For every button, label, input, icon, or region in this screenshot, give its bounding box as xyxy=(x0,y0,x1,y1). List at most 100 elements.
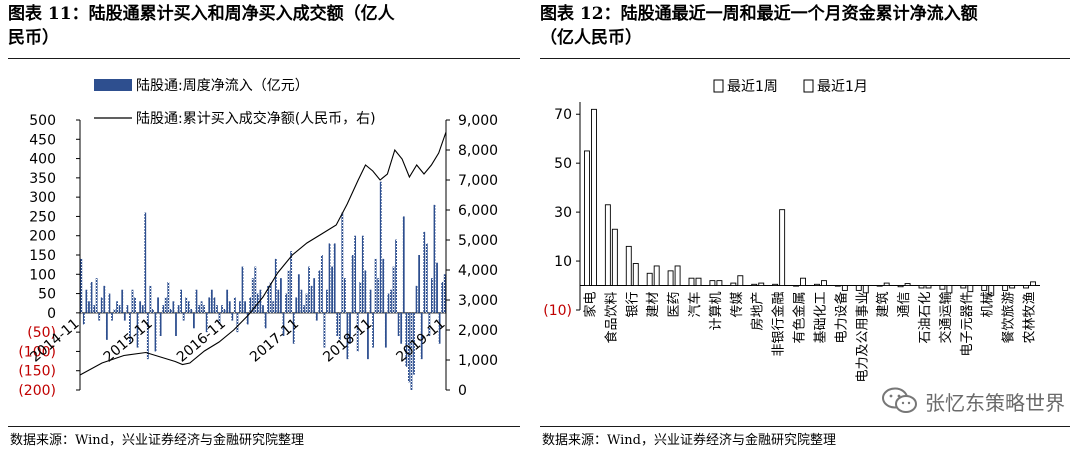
weekly-bar xyxy=(400,312,403,344)
right-chart-y-tick-label: 50 xyxy=(554,156,572,172)
right-source: 数据来源：Wind，兴业证券经济与金融研究院整理 xyxy=(542,433,836,448)
month-bar xyxy=(591,108,597,286)
weekly-bar xyxy=(116,301,119,313)
sector-label: 交通运输 xyxy=(938,292,954,344)
weekly-bar xyxy=(372,312,374,348)
left-y-tick-label: 250 xyxy=(29,209,56,225)
week-bar xyxy=(793,285,799,287)
right-y-tick-label: 2,000 xyxy=(458,323,498,339)
weekly-bar xyxy=(310,285,313,313)
weekly-bar xyxy=(374,258,377,313)
sector-label: 电力设备 xyxy=(833,292,849,344)
left-y-tick-label: (100) xyxy=(18,344,56,360)
weekly-bar xyxy=(88,301,90,313)
left-y-tick-label: 50 xyxy=(38,287,56,303)
left-y-tick-label: 450 xyxy=(29,132,56,148)
weekly-bar xyxy=(239,301,241,313)
wechat-icon xyxy=(882,387,917,413)
right-y-tick-label: 1,000 xyxy=(458,353,498,369)
weekly-bar xyxy=(167,282,170,313)
legend-swatch-month xyxy=(803,79,814,93)
weekly-bar xyxy=(154,312,157,352)
right-y-axis-ticks: 9,000 8,000 7,000 6,000 5,000 4,000 3,000 2,000… xyxy=(446,113,498,399)
weekly-bar xyxy=(300,289,303,313)
weekly-bar xyxy=(320,255,323,313)
weekly-bar xyxy=(113,309,116,313)
sector-label: 基础化工 xyxy=(813,292,828,344)
legend-label-cumulative: 陆股通:累计买入成交净额(人民币，右) xyxy=(136,110,376,127)
weekly-bar xyxy=(423,231,426,313)
weekly-bar xyxy=(172,301,175,313)
weekly-bar xyxy=(354,235,357,313)
weekly-bar xyxy=(392,266,395,313)
weekly-bar xyxy=(405,312,408,367)
weekly-bar xyxy=(180,289,182,313)
weekly-bar xyxy=(246,312,249,325)
legend-label-week: 最近1周 xyxy=(727,79,778,95)
weekly-bar xyxy=(397,312,400,336)
weekly-bar xyxy=(315,312,318,321)
weekly-bar xyxy=(93,305,95,313)
weekly-bar xyxy=(280,278,282,313)
weekly-bar xyxy=(205,312,208,333)
right-title-rule xyxy=(540,58,1070,59)
weekly-bar xyxy=(277,289,280,313)
weekly-bar xyxy=(100,297,103,313)
weekly-bar xyxy=(336,312,339,336)
week-bar xyxy=(1023,285,1029,289)
month-bar xyxy=(883,282,890,286)
month-bar xyxy=(862,285,869,294)
weekly-bar xyxy=(123,312,126,321)
weekly-bar xyxy=(359,282,362,313)
weekly-bar xyxy=(369,289,372,313)
weekly-bar xyxy=(90,282,93,313)
right-y-tick-label: 7,000 xyxy=(458,173,498,189)
week-bar xyxy=(688,277,695,286)
weekly-bar xyxy=(282,312,285,336)
weekly-bar xyxy=(134,297,136,313)
sector-label: 餐饮旅游 xyxy=(1001,292,1017,344)
right-y-tick-label: 8,000 xyxy=(458,143,498,159)
weekly-bar xyxy=(387,293,390,313)
weekly-bar xyxy=(203,305,206,313)
weekly-bar xyxy=(390,289,392,313)
week-bar xyxy=(981,285,988,291)
weekly-bar xyxy=(272,301,275,313)
right-y-tick-label: 5,000 xyxy=(458,233,498,249)
left-y-tick-label: (200) xyxy=(18,383,56,399)
month-bar xyxy=(758,282,765,286)
weekly-bar xyxy=(295,297,298,313)
weekly-bar xyxy=(192,312,195,329)
weekly-bar xyxy=(285,293,287,313)
weekly-bar xyxy=(198,305,200,313)
right-chart-y-tick-label: 10 xyxy=(554,254,572,270)
weekly-bar xyxy=(159,312,162,336)
weekly-bar xyxy=(251,278,254,313)
week-bar xyxy=(918,285,925,289)
week-bar xyxy=(667,270,674,286)
month-bar xyxy=(841,285,848,291)
weekly-bar xyxy=(418,255,421,313)
weekly-bar xyxy=(290,251,293,313)
weekly-bar xyxy=(149,285,152,313)
weekly-bar xyxy=(303,305,305,313)
weekly-bar xyxy=(95,278,98,313)
right-chart-y-ticks: 70 50 30 10 (10) xyxy=(543,107,580,319)
sector-label: 农林牧渔 xyxy=(1023,292,1038,344)
weekly-bar xyxy=(313,278,316,313)
left-panel-title: 图表 11：陆股通累计买入和周净买入成交额（亿人 民币） xyxy=(8,2,395,50)
weekly-bar xyxy=(367,312,369,360)
right-y-tick-label: 6,000 xyxy=(458,203,498,219)
sector-label: 建材 xyxy=(646,292,661,318)
weekly-bar xyxy=(141,305,144,313)
cumulative-line xyxy=(79,131,447,376)
week-bar xyxy=(876,285,883,287)
left-title-rule xyxy=(8,58,520,59)
sector-label: 非银行金融 xyxy=(771,292,787,357)
weekly-bar xyxy=(221,305,223,313)
weekly-bar xyxy=(308,266,310,313)
weekly-bar xyxy=(213,297,216,313)
weekly-bar xyxy=(438,312,441,344)
month-bar xyxy=(1030,281,1036,286)
month-bar xyxy=(716,280,723,286)
